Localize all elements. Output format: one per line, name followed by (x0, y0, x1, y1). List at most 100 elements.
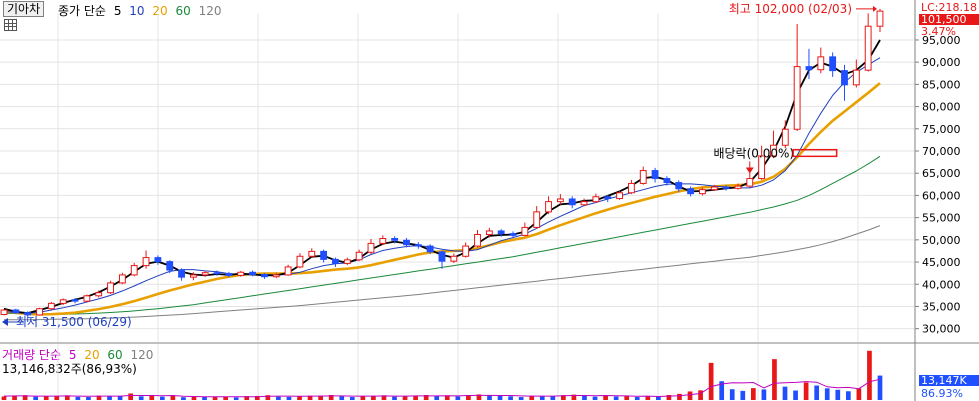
last-change-tag: 3.47% (921, 25, 956, 38)
candle-body (403, 239, 410, 246)
candle-body (320, 250, 328, 260)
volume-bar (349, 397, 355, 400)
volume-bar (729, 389, 735, 400)
candle-body (699, 189, 706, 195)
candle-body (497, 230, 505, 235)
volume-bar (170, 395, 176, 400)
candle-body (770, 144, 777, 157)
candle-body (391, 238, 399, 241)
candle-body (225, 273, 233, 276)
volume-bar (487, 395, 492, 400)
vlegend-ma20: 20 (84, 348, 100, 362)
candle-body (296, 255, 304, 268)
candle-body (627, 182, 635, 194)
volume-bar (476, 394, 482, 400)
volume-bar (698, 390, 703, 400)
dividend-arrowhead (745, 167, 754, 174)
candle-body (0, 309, 8, 315)
volume-bar (719, 381, 725, 400)
y-tick-label: 65,000 (922, 167, 961, 180)
candle-body (237, 271, 245, 276)
candle-body (249, 271, 257, 275)
volume-bar (824, 388, 830, 400)
y-tick-label: 60,000 (922, 189, 961, 202)
stock-name-tab[interactable]: 기아차 (3, 1, 45, 17)
candle-body (379, 238, 387, 244)
last-price-tag: 101,500 (919, 14, 979, 25)
volume-bar (223, 396, 228, 400)
candle-body (604, 196, 612, 200)
candle-body (829, 56, 837, 72)
candle-body (675, 182, 683, 190)
volume-bar (656, 396, 661, 400)
y-tick-label: 70,000 (922, 145, 961, 158)
candle-body (474, 234, 481, 247)
volume-bar (455, 396, 461, 400)
gap-box (792, 148, 838, 158)
candle-body (864, 25, 872, 71)
volume-bar (244, 396, 250, 400)
volume-bar (582, 395, 587, 400)
candle-body (734, 185, 742, 189)
candle-body (521, 226, 529, 236)
volume-bar (645, 396, 651, 400)
volume-bar (782, 386, 788, 400)
price-ma-legend: 종가 단순 5 10 20 60 120 (58, 2, 222, 19)
candle-body (687, 188, 695, 195)
volume-bar (708, 362, 714, 400)
volume-bar (117, 396, 123, 400)
volume-bar (423, 394, 429, 400)
volume-bar (613, 396, 619, 400)
volume-bar (96, 395, 102, 400)
volume-bar (138, 396, 144, 400)
dividend-annotation: 배당락(0.00%) (713, 146, 794, 160)
candle-body (426, 245, 434, 253)
candle-body (841, 70, 848, 86)
volume-bar (413, 395, 418, 400)
candle-body (95, 292, 103, 297)
volume-bar (297, 396, 302, 400)
legend-ma20: 20 (152, 4, 168, 18)
candle-body (485, 230, 493, 236)
candle-body (12, 309, 20, 314)
last-ratio-tag: 86.93% (921, 387, 963, 400)
ma-line-120 (4, 225, 881, 321)
candle-body (332, 258, 339, 264)
candle-body (308, 250, 316, 257)
volume-bar (381, 395, 387, 400)
volume-bar (592, 396, 598, 400)
candle-body (651, 170, 659, 180)
candle-body (450, 255, 458, 262)
y-tick-label: 95,000 (922, 34, 961, 47)
high-arrowhead (873, 5, 877, 12)
candle-body (154, 257, 162, 263)
candle-body (580, 201, 588, 206)
candle-body (793, 66, 801, 130)
candle-body (272, 274, 280, 278)
legend-ma5: 5 (113, 4, 122, 18)
volume-bar (318, 395, 323, 400)
volume-bar (761, 389, 767, 400)
volume-bar (1, 396, 7, 400)
volume-bar (233, 397, 239, 400)
candle-body (36, 308, 43, 316)
candle-body (805, 66, 813, 71)
volume-bar (518, 397, 524, 400)
volume-bar (307, 395, 313, 400)
volume-bar (22, 395, 28, 400)
candle-body (722, 186, 730, 189)
candle-body (817, 56, 825, 71)
volume-bar (634, 397, 640, 400)
y-tick-label: 90,000 (922, 56, 961, 69)
candle-body (852, 69, 860, 86)
lc-label: LC:218.18 (921, 1, 978, 14)
table-icon[interactable] (4, 19, 17, 31)
volume-bar (54, 395, 60, 400)
volume-bar (202, 397, 207, 400)
volume-bar (793, 390, 798, 400)
volume-bar (392, 396, 397, 400)
volume-value-label: 13,146,832주(86,93%) (2, 362, 137, 376)
volume-bar (856, 388, 862, 400)
volume-bar (149, 395, 155, 400)
